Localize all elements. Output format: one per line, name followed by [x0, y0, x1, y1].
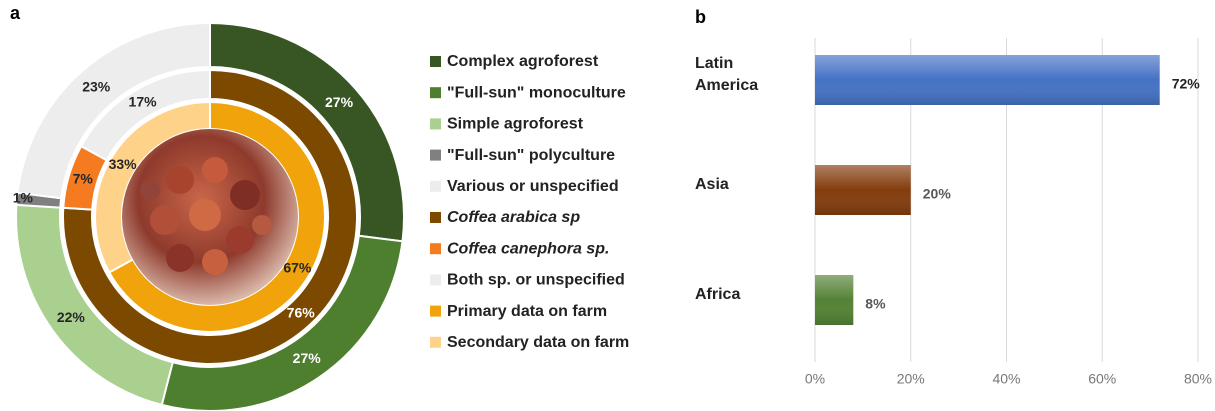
legend-label: "Full-sun" monoculture	[447, 84, 626, 101]
coffee-photo	[122, 129, 298, 305]
x-tick-label: 80%	[1184, 371, 1212, 387]
panel-label: a	[10, 3, 21, 23]
data-label: 67%	[283, 259, 312, 275]
data-label: 20%	[923, 186, 952, 202]
category-label: Asia	[695, 176, 729, 193]
donut-segment	[79, 68, 211, 162]
x-tick-label: 0%	[805, 371, 825, 387]
category-label: Latin America	[695, 55, 759, 94]
category-label: Africa	[695, 286, 741, 303]
legend-label: Secondary data on farm	[447, 334, 629, 351]
bar-shine	[815, 55, 1160, 105]
legend-label: Various or unspecified	[447, 178, 619, 195]
data-label: 72%	[1172, 76, 1201, 92]
legend-label: Coffea arabica sp	[447, 209, 580, 226]
panel-label: b	[695, 7, 706, 27]
data-label: 17%	[129, 94, 158, 110]
x-tick-label: 40%	[992, 371, 1020, 387]
legend-swatch	[430, 274, 441, 286]
data-label: 23%	[82, 79, 111, 95]
legend-swatch	[430, 180, 441, 192]
legend-label: "Full-sun" polyculture	[447, 147, 615, 164]
donut-segment	[62, 68, 358, 365]
legend-swatch	[430, 305, 441, 317]
legend-label: Both sp. or unspecified	[447, 272, 625, 289]
legend-swatch	[430, 56, 441, 67]
legend-swatch	[430, 87, 441, 99]
data-label: 1%	[13, 189, 34, 205]
legend-swatch	[430, 118, 441, 130]
legend-swatch	[430, 336, 441, 348]
legend-label: Coffea canephora sp.	[447, 240, 609, 257]
data-label: 27%	[325, 94, 354, 110]
data-label: 8%	[865, 296, 886, 312]
bar-shine	[815, 165, 911, 215]
legend-swatch	[430, 243, 441, 255]
legend-swatch	[430, 212, 441, 223]
legend-swatch	[430, 149, 441, 161]
data-label: 33%	[109, 156, 138, 172]
data-label: 22%	[57, 309, 86, 325]
x-tick-label: 60%	[1088, 371, 1116, 387]
bar-shine	[815, 275, 854, 325]
legend-label: Simple agroforest	[447, 116, 584, 133]
data-label: 27%	[293, 350, 322, 366]
legend-label: Complex agroforest	[447, 53, 599, 70]
legend-label: Primary data on farm	[447, 303, 607, 320]
data-label: 7%	[73, 171, 94, 187]
donut-segment	[16, 21, 211, 200]
x-tick-label: 20%	[897, 371, 925, 387]
data-label: 76%	[287, 304, 316, 320]
